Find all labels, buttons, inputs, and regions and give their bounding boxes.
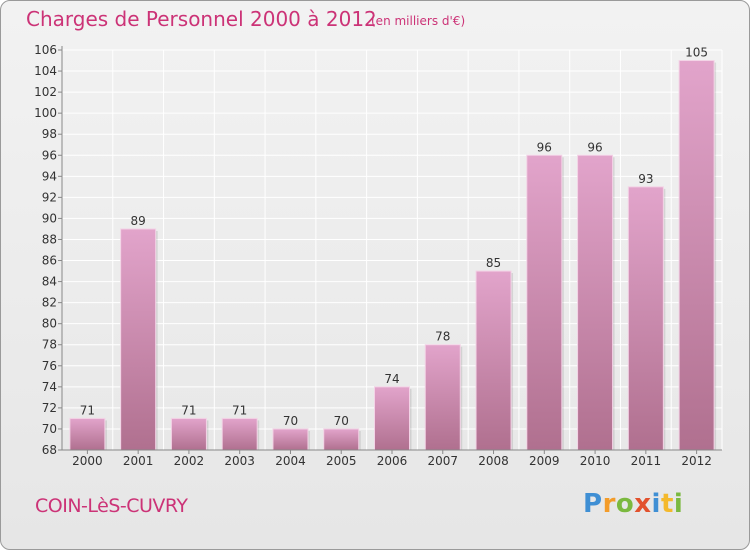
y-tick-label: 94 bbox=[42, 169, 57, 183]
y-tick-label: 92 bbox=[42, 190, 57, 204]
logo-letter: r bbox=[602, 489, 616, 519]
y-tick-label: 96 bbox=[42, 148, 57, 162]
y-tick-label: 84 bbox=[42, 275, 57, 289]
data-label: 74 bbox=[384, 372, 399, 386]
data-label: 70 bbox=[283, 414, 298, 428]
x-tick-label: 2002 bbox=[174, 454, 205, 468]
x-tick-label: 2005 bbox=[326, 454, 357, 468]
y-tick-label: 78 bbox=[42, 338, 57, 352]
x-tick-label: 2003 bbox=[224, 454, 255, 468]
y-tick-label: 76 bbox=[42, 359, 57, 373]
bar[interactable] bbox=[323, 428, 360, 451]
y-tick-label: 86 bbox=[42, 254, 57, 268]
data-label: 71 bbox=[181, 403, 196, 417]
x-tick-label: 2012 bbox=[681, 454, 712, 468]
y-tick-label: 98 bbox=[42, 127, 57, 141]
bar[interactable] bbox=[475, 270, 512, 451]
y-tick-label: 104 bbox=[34, 64, 57, 78]
bar[interactable] bbox=[526, 154, 563, 451]
x-tick-label: 2010 bbox=[580, 454, 611, 468]
commune-name: COIN-LèS-CUVRY bbox=[35, 495, 188, 517]
y-tick-label: 80 bbox=[42, 317, 57, 331]
data-label: 105 bbox=[685, 46, 708, 60]
bar[interactable] bbox=[678, 60, 715, 451]
logo-letter: t bbox=[660, 489, 674, 519]
data-label: 89 bbox=[131, 214, 146, 228]
x-tick-label: 2009 bbox=[529, 454, 560, 468]
logo-letter: P bbox=[583, 489, 603, 519]
data-label: 78 bbox=[435, 330, 450, 344]
x-tick-label: 2011 bbox=[631, 454, 662, 468]
y-tick-label: 72 bbox=[42, 401, 57, 415]
bar[interactable] bbox=[120, 228, 157, 451]
data-label: 71 bbox=[80, 403, 95, 417]
x-tick-label: 2008 bbox=[478, 454, 509, 468]
bar[interactable] bbox=[424, 344, 461, 451]
bar[interactable] bbox=[272, 428, 309, 451]
bar[interactable] bbox=[170, 417, 207, 451]
y-tick-label: 90 bbox=[42, 211, 57, 225]
y-tick-label: 82 bbox=[42, 296, 57, 310]
bar[interactable] bbox=[221, 417, 258, 451]
x-tick-label: 2007 bbox=[427, 454, 458, 468]
y-tick-label: 74 bbox=[42, 380, 57, 394]
bar[interactable] bbox=[374, 386, 410, 451]
y-tick-label: 68 bbox=[42, 443, 57, 457]
bar[interactable] bbox=[577, 154, 614, 451]
data-label: 70 bbox=[334, 414, 349, 428]
proxiti-logo[interactable]: Proxiti bbox=[583, 489, 683, 519]
chart-subtitle: (en milliers d'€) bbox=[371, 14, 466, 28]
bar[interactable] bbox=[69, 417, 106, 451]
data-label: 96 bbox=[587, 140, 602, 154]
data-label: 96 bbox=[537, 140, 552, 154]
logo-letter: i bbox=[651, 489, 661, 519]
x-tick-label: 2006 bbox=[377, 454, 408, 468]
logo-letter: i bbox=[673, 489, 684, 519]
y-tick-label: 100 bbox=[34, 106, 57, 120]
x-tick-label: 2000 bbox=[72, 454, 103, 468]
y-tick-label: 102 bbox=[34, 85, 57, 99]
y-tick-label: 70 bbox=[42, 422, 57, 436]
data-label: 85 bbox=[486, 256, 501, 270]
bar[interactable] bbox=[627, 186, 664, 451]
x-tick-label: 2004 bbox=[275, 454, 306, 468]
data-label: 93 bbox=[638, 172, 653, 186]
y-tick-label: 88 bbox=[42, 232, 57, 246]
data-label: 71 bbox=[232, 403, 247, 417]
x-tick-label: 2001 bbox=[123, 454, 154, 468]
y-tick-label: 106 bbox=[34, 43, 57, 57]
chart-title: Charges de Personnel 2000 à 2012 bbox=[26, 7, 377, 31]
logo-letter: o bbox=[615, 489, 635, 519]
logo-letter: x bbox=[634, 489, 652, 519]
